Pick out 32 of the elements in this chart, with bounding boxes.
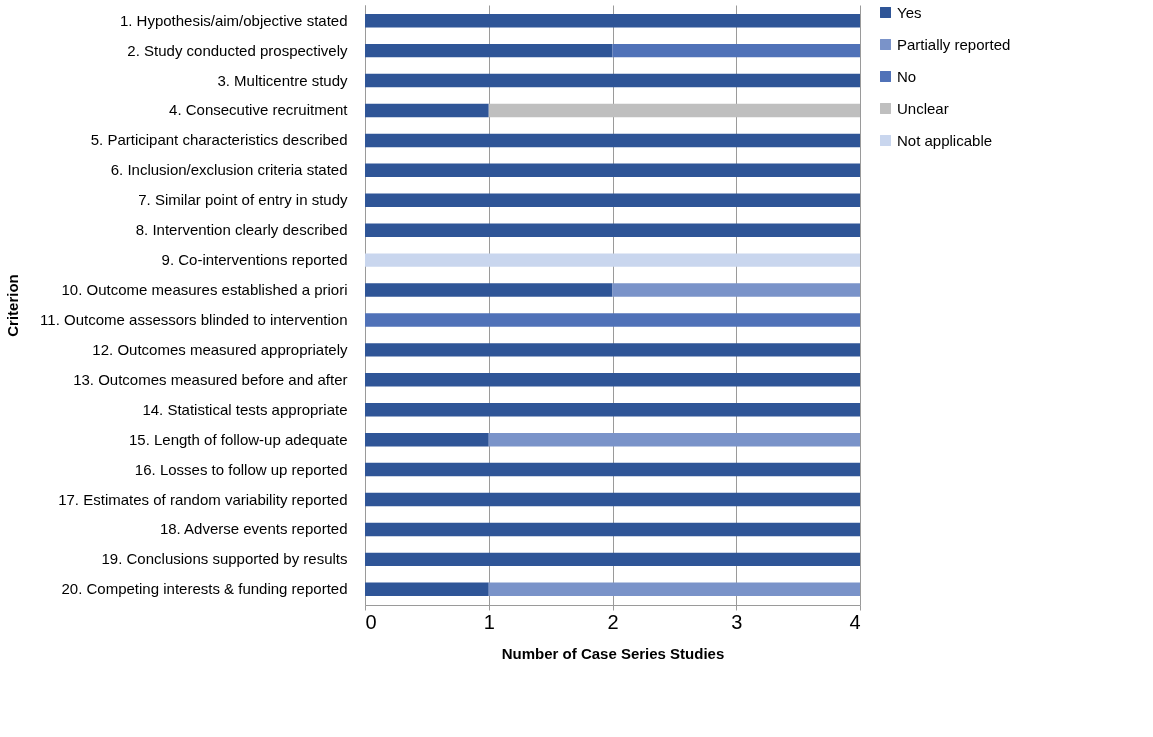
y-tick-label: 20. Competing interests & funding reported <box>61 580 348 598</box>
legend-label: Partially reported <box>897 35 1011 53</box>
x-tick-label: 1 <box>483 610 495 633</box>
legend-label: No <box>897 67 917 85</box>
y-tick-label: 3. Multicentre study <box>217 71 348 89</box>
y-tick-label: 8. Intervention clearly described <box>135 221 348 239</box>
x-tick-label: 2 <box>607 610 619 633</box>
y-tick-label: 9. Co-interventions reported <box>161 251 348 269</box>
y-tick-label: 10. Outcome measures established a priori <box>61 281 348 299</box>
x-tick-label: 4 <box>849 610 861 633</box>
y-tick-label: 12. Outcomes measured appropriately <box>92 340 348 358</box>
x-axis-title: Number of Case Series Studies <box>501 644 725 662</box>
y-tick-label: 11. Outcome assessors blinded to intervention <box>40 310 348 328</box>
y-tick-label: 17. Estimates of random variability reported <box>58 490 348 508</box>
legend-label: Not applicable <box>897 131 993 149</box>
legend-label: Unclear <box>897 99 949 117</box>
y-tick-label: 14. Statistical tests appropriate <box>142 400 348 418</box>
y-tick-label: 13. Outcomes measured before and after <box>73 370 348 388</box>
x-tick-label: 0 <box>365 610 377 633</box>
legend-label: Yes <box>897 3 922 21</box>
y-tick-label: 18. Adverse events reported <box>159 520 348 538</box>
y-tick-label: 7. Similar point of entry in study <box>138 191 348 209</box>
y-tick-label: 4. Consecutive recruitment <box>169 101 349 119</box>
x-tick-label: 3 <box>731 610 743 633</box>
y-axis-title: Criterion <box>3 274 21 337</box>
y-tick-label: 1. Hypothesis/aim/objective stated <box>119 11 348 29</box>
y-tick-label: 5. Participant characteristics described <box>90 131 348 149</box>
y-tick-label: 19. Conclusions supported by results <box>101 550 348 568</box>
y-tick-label: 16. Losses to follow up reported <box>134 460 348 478</box>
y-tick-label: 6. Inclusion/exclusion criteria stated <box>110 161 348 179</box>
y-tick-label: 15. Length of follow-up adequate <box>128 430 348 448</box>
y-tick-label: 2. Study conducted prospectively <box>127 41 348 59</box>
